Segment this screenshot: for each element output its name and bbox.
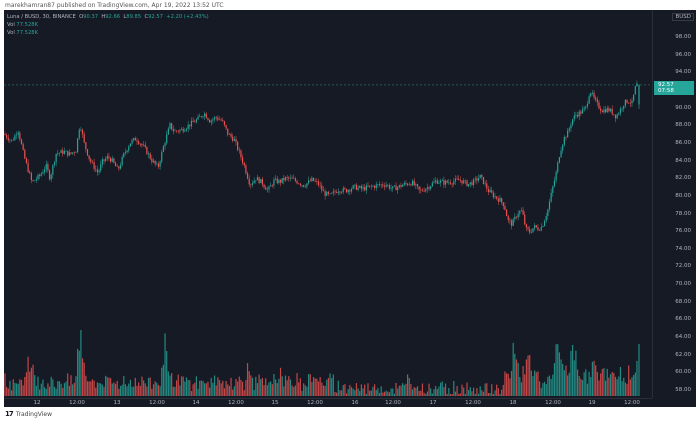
legend-low: 89.85 [126,14,142,20]
time-tick: 12:00 [545,400,561,406]
time-tick: 12:00 [465,400,481,406]
price-tick: 74.00 [675,245,691,252]
price-tick: 80.00 [675,192,691,199]
price-tick: 84.00 [675,157,691,164]
legend-volume-value: 77.528K [16,22,38,28]
legend-close: 92.57 [148,14,163,20]
legend-volume-line: Vol 77.528K [7,22,38,28]
price-tick: 78.00 [675,210,691,217]
price-tick: 96.00 [675,51,691,58]
legend-ohlc-line: Luna / BUSD, 30, BINANCE O90.37 H92.66 L… [7,14,209,20]
price-tick: 60.00 [675,369,691,376]
price-tick: 98.00 [675,34,691,40]
time-tick: 12:00 [149,400,165,406]
last-price-tag: 92.57 07:58 [654,80,694,95]
price-tick: 86.00 [675,139,691,146]
time-tick: 15 [271,400,279,406]
price-tick: 66.00 [675,316,691,323]
publish-line: marekhamran87 published on TradingView.c… [5,2,224,9]
chart-plot-area[interactable]: Luna / BUSD, 30, BINANCE O90.37 H92.66 L… [4,10,652,398]
time-tick: 12:00 [69,400,85,406]
time-tick: 19 [588,400,596,406]
price-tick: 82.00 [675,175,691,182]
price-tick: 90.00 [675,104,691,111]
time-tick: 13 [113,400,121,406]
chart-legend: Luna / BUSD, 30, BINANCE O90.37 H92.66 L… [7,13,209,37]
legend-volume-line: Vol 77.528K [7,30,38,36]
price-tick: 68.00 [675,298,691,305]
legend-change: +2.20 (+2.43%) [166,14,209,20]
last-price: 92.57 [658,81,674,88]
footer: 17 TradingView [5,410,52,418]
time-tick: 17 [429,400,437,406]
brand-name: TradingView [15,410,53,418]
time-axis[interactable]: 12 12:00 13 12:00 14 12:00 15 12:00 16 12:00 17 12:… [4,398,652,408]
time-tick: 12:00 [307,400,323,406]
price-tick: 70.00 [675,281,691,288]
price-tick: 62.00 [675,351,691,358]
price-tick: 64.00 [675,334,691,341]
bar-countdown: 07:58 [658,87,674,94]
price-tick: 72.00 [675,263,691,270]
chart-frame: Luna / BUSD, 30, BINANCE O90.37 H92.66 L… [4,10,696,407]
price-tick: 88.00 [675,122,691,129]
tradingview-logo-icon: 17 [5,410,14,418]
legend-open: 90.37 [83,14,99,20]
time-tick: 12:00 [624,400,640,406]
time-tick: 16 [351,400,359,406]
time-tick: 18 [509,400,517,406]
legend-symbol: Luna / BUSD, 30, BINANCE [7,14,76,20]
price-tick: 58.00 [675,387,691,393]
candlestick-chart [4,80,652,396]
time-tick: 14 [192,400,200,406]
legend-volume-value: 77.528K [16,30,38,36]
price-axis[interactable]: BUSD 92.57 07:58 98.00 96.00 94.00 90.00 88.… [652,10,696,398]
time-tick: 12:00 [385,400,401,406]
currency-label[interactable]: BUSD [672,13,694,21]
time-tick: 12:00 [228,400,244,406]
legend-high: 92.66 [105,14,121,20]
price-tick: 76.00 [675,228,691,235]
price-tick: 94.00 [675,69,691,76]
time-tick: 12 [33,400,41,406]
